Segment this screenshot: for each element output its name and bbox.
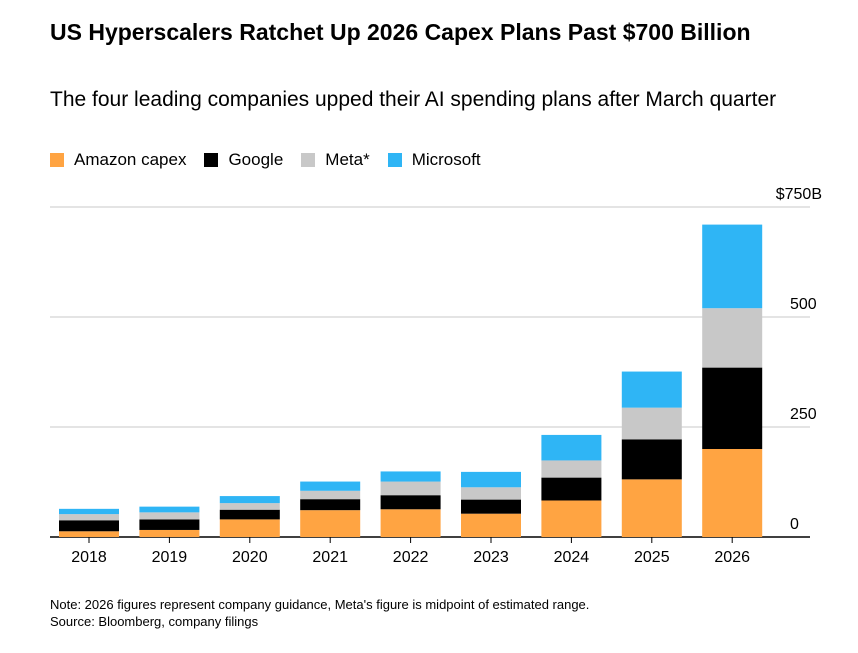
y-tick-label-500: 500 <box>790 296 817 313</box>
legend-label-microsoft: Microsoft <box>411 150 481 169</box>
legend-swatch-google <box>204 153 219 167</box>
bar-google-2021 <box>300 499 361 511</box>
legend-item-microsoft: Microsoft <box>387 150 481 170</box>
bar-google-2019 <box>139 519 200 530</box>
bar-microsoft-2024 <box>541 434 602 461</box>
y-tick-label-250: 250 <box>790 406 817 423</box>
bar-microsoft-2019 <box>139 506 200 513</box>
bar-microsoft-2020 <box>219 496 280 504</box>
x-tick-label-2025: 2025 <box>634 549 670 566</box>
chart-footer: Note: 2026 figures represent company gui… <box>50 596 589 630</box>
legend: Amazon capex Google Meta* Microsoft <box>50 150 499 170</box>
bar-amazon-capex-2023 <box>461 513 521 537</box>
bar-meta-2021 <box>300 490 361 500</box>
bar-meta-2018 <box>59 514 119 521</box>
bar-amazon-capex-2021 <box>300 510 361 537</box>
axis-labels: 0 250 500 $750B 2018 2019 2020 2021 2022 2023 2024… <box>71 186 822 566</box>
x-tick-label-2020: 2020 <box>232 549 268 566</box>
x-tick-label-2023: 2023 <box>473 549 509 566</box>
legend-swatch-amazon <box>50 153 64 167</box>
bar-amazon-capex-2018 <box>59 531 119 537</box>
bar-microsoft-2021 <box>300 481 361 491</box>
bar-microsoft-2023 <box>461 471 521 488</box>
bars <box>59 224 763 537</box>
bar-amazon-capex-2022 <box>380 509 441 537</box>
chart-subtitle: The four leading companies upped their A… <box>50 88 777 111</box>
bar-google-2026 <box>702 367 763 449</box>
x-tick-label-2022: 2022 <box>393 549 429 566</box>
legend-label-meta: Meta* <box>325 150 370 169</box>
x-tick-label-2024: 2024 <box>554 549 590 566</box>
x-tick-label-2018: 2018 <box>71 549 107 566</box>
bar-meta-2024 <box>541 460 602 478</box>
x-tick-label-2019: 2019 <box>152 549 188 566</box>
bar-meta-2022 <box>380 481 441 496</box>
x-tick-label-2021: 2021 <box>312 549 348 566</box>
bar-amazon-capex-2024 <box>541 500 602 537</box>
bar-amazon-capex-2026 <box>702 449 763 537</box>
stacked-bar-chart: 0 250 500 $750B 2018 2019 2020 2021 2022 2023 2024… <box>50 186 822 566</box>
bar-google-2022 <box>380 495 441 510</box>
bar-meta-2019 <box>139 512 200 520</box>
legend-item-google: Google <box>204 150 283 170</box>
legend-label-amazon: Amazon capex <box>74 150 187 169</box>
bar-microsoft-2026 <box>702 224 763 309</box>
legend-item-amazon: Amazon capex <box>50 150 186 170</box>
legend-item-meta: Meta* <box>301 150 370 170</box>
bar-google-2024 <box>541 477 602 501</box>
bar-amazon-capex-2019 <box>139 529 200 537</box>
bar-google-2018 <box>59 520 119 532</box>
chart-title: US Hyperscalers Ratchet Up 2026 Capex Pl… <box>50 19 751 45</box>
source-note: Source: Bloomberg, company filings <box>50 614 259 629</box>
legend-swatch-meta <box>301 153 316 167</box>
bar-meta-2025 <box>621 407 682 440</box>
bar-microsoft-2022 <box>380 471 441 482</box>
y-tick-label-0: 0 <box>790 516 799 533</box>
bar-microsoft-2018 <box>59 508 119 515</box>
x-tick-label-2026: 2026 <box>714 549 750 566</box>
bar-meta-2026 <box>702 308 763 368</box>
legend-swatch-microsoft <box>387 153 402 167</box>
footnote: Note: 2026 figures represent company gui… <box>50 597 590 612</box>
bar-amazon-capex-2020 <box>219 519 280 537</box>
bar-meta-2023 <box>461 487 521 500</box>
bar-google-2025 <box>621 439 682 480</box>
bar-microsoft-2025 <box>621 371 682 408</box>
bar-google-2020 <box>219 509 280 520</box>
bar-meta-2020 <box>219 503 280 510</box>
bar-google-2023 <box>461 499 521 514</box>
y-tick-label-750: $750B <box>776 186 822 203</box>
legend-label-google: Google <box>228 150 284 169</box>
bar-amazon-capex-2025 <box>621 479 682 537</box>
